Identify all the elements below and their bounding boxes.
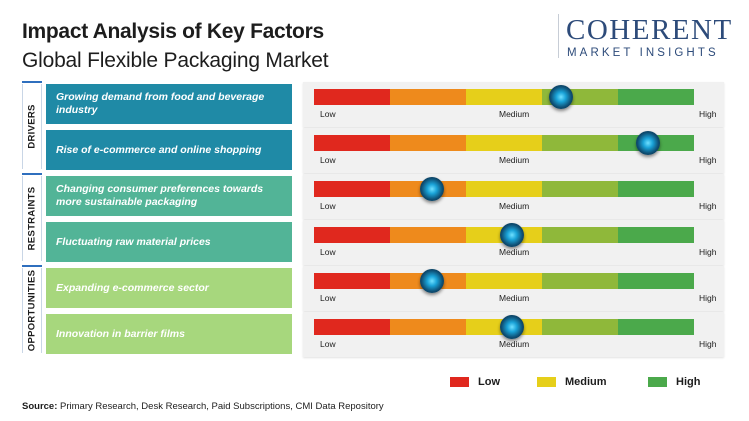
factor-label: Changing consumer preferences towards mo… xyxy=(46,176,292,216)
impact-bar-segment xyxy=(618,89,694,105)
legend-swatch xyxy=(648,377,667,387)
factor-label: Expanding e-commerce sector xyxy=(46,268,292,308)
scale-high-label: High xyxy=(699,247,717,257)
legend-swatch xyxy=(450,377,469,387)
group-label: OPPORTUNITIES xyxy=(22,268,42,353)
source-note: Source: Primary Research, Desk Research,… xyxy=(22,401,384,412)
impact-bar-segment xyxy=(390,89,466,105)
impact-bar-segment xyxy=(466,135,542,151)
factor-label: Growing demand from food and beverage in… xyxy=(46,84,292,124)
impact-bar-segment xyxy=(466,181,542,197)
impact-level-marker xyxy=(499,315,524,339)
impact-bar-segment xyxy=(314,135,390,151)
scale-low-label: Low xyxy=(320,247,336,257)
page-title: Impact Analysis of Key Factors xyxy=(22,20,324,43)
impact-bar-segment xyxy=(618,181,694,197)
impact-bar-segment xyxy=(314,181,390,197)
factor-text: Rise of e-commerce and online shopping xyxy=(56,143,262,156)
impact-bar-segment xyxy=(618,319,694,335)
source-prefix: Source: xyxy=(22,401,58,412)
factor-label: Innovation in barrier films xyxy=(46,314,292,354)
impact-level-marker xyxy=(549,85,573,109)
company-logo: COHERENT MARKET INSIGHTS xyxy=(552,6,742,62)
impact-level-marker xyxy=(419,269,444,293)
scale-low-label: Low xyxy=(320,201,336,211)
scale-high-label: High xyxy=(699,201,717,211)
impact-bar-segment xyxy=(542,181,618,197)
impact-gradient-bar xyxy=(314,181,694,197)
group-rule xyxy=(22,81,42,83)
scale-low-label: Low xyxy=(320,155,336,165)
scale-high-label: High xyxy=(699,339,717,349)
legend-item-high: High xyxy=(648,376,700,388)
impact-bar-segment xyxy=(390,319,466,335)
impact-bar-segment xyxy=(314,89,390,105)
factor-label: Rise of e-commerce and online shopping xyxy=(46,130,292,170)
impact-gradient-bar xyxy=(314,319,694,335)
scale-low-label: Low xyxy=(320,109,336,119)
group-label-text: RESTRAINTS xyxy=(26,186,38,251)
impact-bar-segment xyxy=(314,273,390,289)
impact-bar-segment xyxy=(390,135,466,151)
source-text: Primary Research, Desk Research, Paid Su… xyxy=(57,401,384,412)
group-label: DRIVERS xyxy=(22,84,42,169)
legend-label: High xyxy=(676,376,701,388)
group-rule xyxy=(22,265,42,267)
scale-medium-label: Medium xyxy=(499,109,530,119)
legend-item-low: Low xyxy=(450,376,500,388)
impact-bar-segment xyxy=(618,227,694,243)
factor-text: Changing consumer preferences towards mo… xyxy=(56,183,264,208)
impact-level-marker xyxy=(636,131,661,155)
legend-swatch xyxy=(537,377,556,387)
impact-bar-segment xyxy=(542,273,618,289)
impact-bar-segment xyxy=(466,89,542,105)
impact-level-marker xyxy=(419,177,444,201)
scale-high-label: High xyxy=(699,155,717,165)
scale-medium-label: Medium xyxy=(499,293,530,303)
logo-name: COHERENT xyxy=(566,14,733,46)
logo-tagline: MARKET INSIGHTS xyxy=(567,47,719,59)
impact-gradient-bar xyxy=(314,273,694,289)
impact-bar-segment xyxy=(542,135,618,151)
group-rule xyxy=(22,173,42,175)
impact-bar-segment xyxy=(618,273,694,289)
group-label-text: OPPORTUNITIES xyxy=(26,269,38,352)
group-label: RESTRAINTS xyxy=(22,176,42,261)
scale-high-label: High xyxy=(699,109,717,119)
impact-bar-segment xyxy=(542,319,618,335)
scale-medium-label: Medium xyxy=(499,247,530,257)
factor-text: Growing demand from food and beverage in… xyxy=(56,91,265,116)
scale-medium-label: Medium xyxy=(499,201,530,211)
factor-text: Expanding e-commerce sector xyxy=(56,281,209,294)
impact-bar-segment xyxy=(314,319,390,335)
factor-label: Fluctuating raw material prices xyxy=(46,222,292,262)
scale-medium-label: Medium xyxy=(499,339,530,349)
impact-level-marker xyxy=(499,223,524,247)
page-subtitle: Global Flexible Packaging Market xyxy=(22,49,329,72)
legend-label: Low xyxy=(478,376,500,388)
scale-medium-label: Medium xyxy=(499,155,530,165)
group-label-text: DRIVERS xyxy=(26,104,38,149)
impact-bar-segment xyxy=(466,273,542,289)
impact-bar-segment xyxy=(314,227,390,243)
legend-label: Medium xyxy=(565,376,607,388)
legend-item-medium: Medium xyxy=(537,376,607,388)
factor-text: Fluctuating raw material prices xyxy=(56,235,211,248)
scale-low-label: Low xyxy=(320,339,336,349)
impact-bar-segment xyxy=(542,227,618,243)
scale-low-label: Low xyxy=(320,293,336,303)
logo-divider xyxy=(558,14,559,58)
impact-bar-segment xyxy=(390,227,466,243)
factor-text: Innovation in barrier films xyxy=(56,327,185,340)
impact-gradient-bar xyxy=(314,89,694,105)
scale-high-label: High xyxy=(699,293,717,303)
